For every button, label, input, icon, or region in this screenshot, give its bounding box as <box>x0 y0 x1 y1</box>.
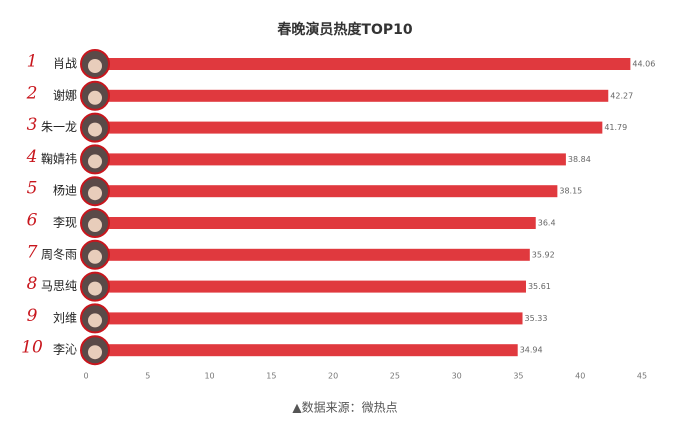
value-label: 35.92 <box>532 250 555 259</box>
value-label: 35.61 <box>528 282 551 291</box>
category-label: 马思纯 <box>41 279 77 293</box>
bar <box>86 121 603 134</box>
value-label: 36.4 <box>538 219 556 228</box>
bar <box>86 89 609 102</box>
avatar-face <box>88 345 102 360</box>
avatar-face <box>88 90 102 105</box>
value-label: 38.15 <box>559 187 582 196</box>
x-tick-label: 25 <box>390 372 400 381</box>
avatar-face <box>88 122 102 137</box>
avatar-face <box>88 218 102 232</box>
category-label: 刘维 <box>53 311 77 325</box>
value-label: 42.27 <box>610 91 633 100</box>
rank: 5 <box>27 179 38 199</box>
bar <box>86 280 526 293</box>
rank: 8 <box>27 274 38 294</box>
rank: 6 <box>27 211 38 231</box>
rank: 9 <box>27 306 38 326</box>
rank: 4 <box>26 147 38 167</box>
avatar-face <box>88 313 102 328</box>
value-label: 41.79 <box>604 123 627 132</box>
avatar-face <box>88 186 102 201</box>
x-tick-label: 40 <box>575 372 585 381</box>
x-tick-label: 15 <box>266 372 276 381</box>
category-label: 朱一龙 <box>41 120 77 134</box>
category-label: 鞠婧祎 <box>41 151 77 166</box>
rank: 10 <box>21 338 43 358</box>
category-label: 李现 <box>53 215 77 230</box>
value-label: 35.33 <box>525 314 548 323</box>
avatar-face <box>88 154 102 169</box>
x-tick-label: 10 <box>204 372 214 381</box>
avatar-face <box>88 59 102 73</box>
category-label: 周冬雨 <box>41 246 77 261</box>
source: ▲数据来源：微热点 <box>292 400 397 415</box>
rank: 2 <box>26 83 38 103</box>
bar <box>86 248 530 261</box>
value-label: 44.06 <box>632 60 655 69</box>
rank: 1 <box>27 52 38 72</box>
x-tick-label: 30 <box>452 372 462 381</box>
value-label: 34.94 <box>520 346 543 355</box>
category-label: 谢娜 <box>53 87 77 102</box>
category-label: 肖战 <box>53 57 77 71</box>
x-tick-label: 20 <box>328 372 338 381</box>
bar <box>86 217 536 229</box>
bar <box>86 58 631 70</box>
avatar-face <box>88 281 102 296</box>
x-tick-label: 5 <box>145 372 150 381</box>
x-tick-label: 0 <box>83 372 88 381</box>
bar <box>86 185 558 198</box>
chart-title: 春晚演员热度TOP10 <box>276 21 412 38</box>
rank: 3 <box>27 115 38 135</box>
bar <box>86 344 518 357</box>
x-tick-label: 45 <box>637 372 647 381</box>
value-label: 38.84 <box>568 155 591 164</box>
category-label: 李沁 <box>53 342 77 357</box>
bar <box>86 153 566 166</box>
rank: 7 <box>27 242 38 262</box>
x-tick-label: 35 <box>513 372 523 381</box>
category-label: 杨迪 <box>53 183 77 198</box>
avatar-face <box>88 249 102 264</box>
bar <box>86 312 523 325</box>
